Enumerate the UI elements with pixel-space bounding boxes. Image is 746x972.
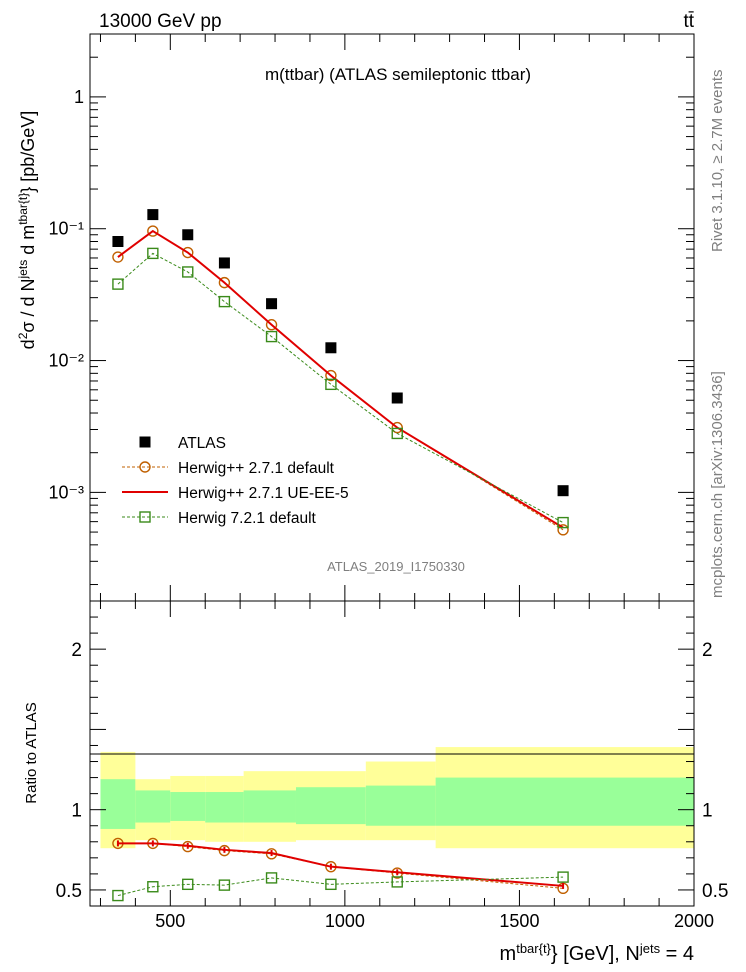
ratio-series-line xyxy=(117,842,564,887)
ratio-series-line xyxy=(117,876,564,897)
ratio-data-point xyxy=(557,871,569,883)
data-point xyxy=(391,427,403,440)
y-tick-label: 1 xyxy=(74,87,84,107)
legend-label: Herwig++ 2.7.1 default xyxy=(178,460,335,477)
data-point xyxy=(112,236,124,248)
x-tick-label: 1500 xyxy=(499,911,539,931)
x-axis-label: mtbar{t}} [GeV], Njets = 4 xyxy=(500,941,694,966)
ratio-data-point xyxy=(265,872,278,884)
data-point xyxy=(147,209,159,221)
ratio-data-point xyxy=(112,889,124,902)
data-point xyxy=(325,342,337,354)
ratio-y-tick-label: 1 xyxy=(71,801,82,822)
legend-label: Herwig 7.2.1 default xyxy=(178,510,317,527)
ratio-data-point xyxy=(218,879,231,891)
data-point xyxy=(112,278,124,290)
data-point xyxy=(218,257,230,269)
ratio-band-inner xyxy=(100,779,136,829)
legend-label: ATLAS xyxy=(178,435,226,452)
data-point xyxy=(182,246,194,259)
data-point xyxy=(182,266,194,278)
legend-marker xyxy=(139,511,151,523)
x-tick-label: 2000 xyxy=(674,911,714,931)
rivet-label: Rivet 3.1.10, ≥ 2.7M events xyxy=(709,70,726,253)
y-tick-label: 10⁻² xyxy=(48,351,84,371)
legend: ATLAS Herwig++ 2.7.1 default Herwig++ 2.7.… xyxy=(122,435,349,527)
watermark: ATLAS_2019_I1750330 xyxy=(327,559,465,574)
x-tick-label: 1000 xyxy=(325,911,365,931)
ratio-band-inner xyxy=(205,792,244,823)
data-point xyxy=(265,319,278,331)
chart-title: m(ttbar) (ATLAS semileptonic ttbar) xyxy=(265,65,531,84)
ratio-y-tick-label: 2 xyxy=(71,640,82,661)
data-point xyxy=(218,295,231,308)
data-point xyxy=(266,298,278,310)
series-1 xyxy=(112,209,569,497)
data-point xyxy=(325,369,337,382)
data-point xyxy=(557,485,569,497)
ratio-y-tick-label-right: 0.5 xyxy=(702,881,728,902)
data-point xyxy=(557,516,569,529)
ratio-data-point xyxy=(147,881,159,893)
ratio-y-tick-label: 0.5 xyxy=(56,881,82,902)
ratio-bands xyxy=(100,747,694,849)
data-point xyxy=(557,524,569,536)
series-line xyxy=(117,229,564,529)
data-point xyxy=(391,421,403,434)
y-tick-label: 10⁻³ xyxy=(48,482,84,502)
data-point xyxy=(391,392,403,404)
legend-marker xyxy=(139,461,151,473)
data-point xyxy=(325,378,337,391)
header-left: 13000 GeV pp xyxy=(99,11,222,32)
legend-label: Herwig++ 2.7.1 UE-EE-5 xyxy=(178,485,349,502)
ratio-data-point xyxy=(391,876,403,888)
data-point xyxy=(182,229,194,241)
ratio-panel-ticks: 0.5 0.5 1 1 2 2 500 1000 1500 2000 xyxy=(56,601,728,931)
ratio-band-inner xyxy=(435,777,694,826)
mcplots-label: mcplots.cern.ch [arXiv:1306.3436] xyxy=(709,371,726,598)
data-point xyxy=(147,225,159,237)
y-axis-label-ratio: Ratio to ATLAS xyxy=(23,702,40,803)
ratio-series-2 xyxy=(116,840,565,889)
legend-marker xyxy=(139,436,151,448)
series-4 xyxy=(112,247,569,529)
data-point xyxy=(112,251,124,263)
ratio-band-inner xyxy=(243,790,296,823)
series-3 xyxy=(117,229,564,529)
ratio-series-3 xyxy=(112,871,569,902)
header-right: tt̄ xyxy=(683,11,694,32)
ratio-y-tick-label-right: 2 xyxy=(702,640,713,661)
y-tick-label: 10⁻¹ xyxy=(48,219,84,239)
ratio-panel: 0.5 0.5 1 1 2 2 500 1000 1500 2000 Ratio to ATLAS… xyxy=(23,600,728,966)
y-axis-label-main: d2σ / d Njets d mtbar{t}} [pb/GeV] xyxy=(16,111,38,350)
main-panel-ticks: 10⁻³ 10⁻² 10⁻¹ 1 xyxy=(48,33,695,601)
data-point xyxy=(265,330,278,343)
ratio-band-inner xyxy=(170,792,206,821)
ratio-panel-series xyxy=(112,837,569,902)
data-point xyxy=(218,276,231,289)
main-panel-series xyxy=(112,209,569,536)
series-line xyxy=(117,252,564,524)
ratio-data-point xyxy=(325,878,337,891)
ratio-band-inner xyxy=(295,787,366,825)
x-tick-label: 500 xyxy=(155,911,185,931)
ratio-band-inner xyxy=(365,785,436,826)
data-point xyxy=(147,247,159,260)
ratio-y-tick-label-right: 1 xyxy=(702,801,713,822)
ratio-data-point xyxy=(182,878,194,891)
ratio-band-inner xyxy=(135,790,171,823)
main-panel: 10⁻³ 10⁻² 10⁻¹ 1 m(ttbar) (ATLAS semilepton… xyxy=(16,33,695,602)
